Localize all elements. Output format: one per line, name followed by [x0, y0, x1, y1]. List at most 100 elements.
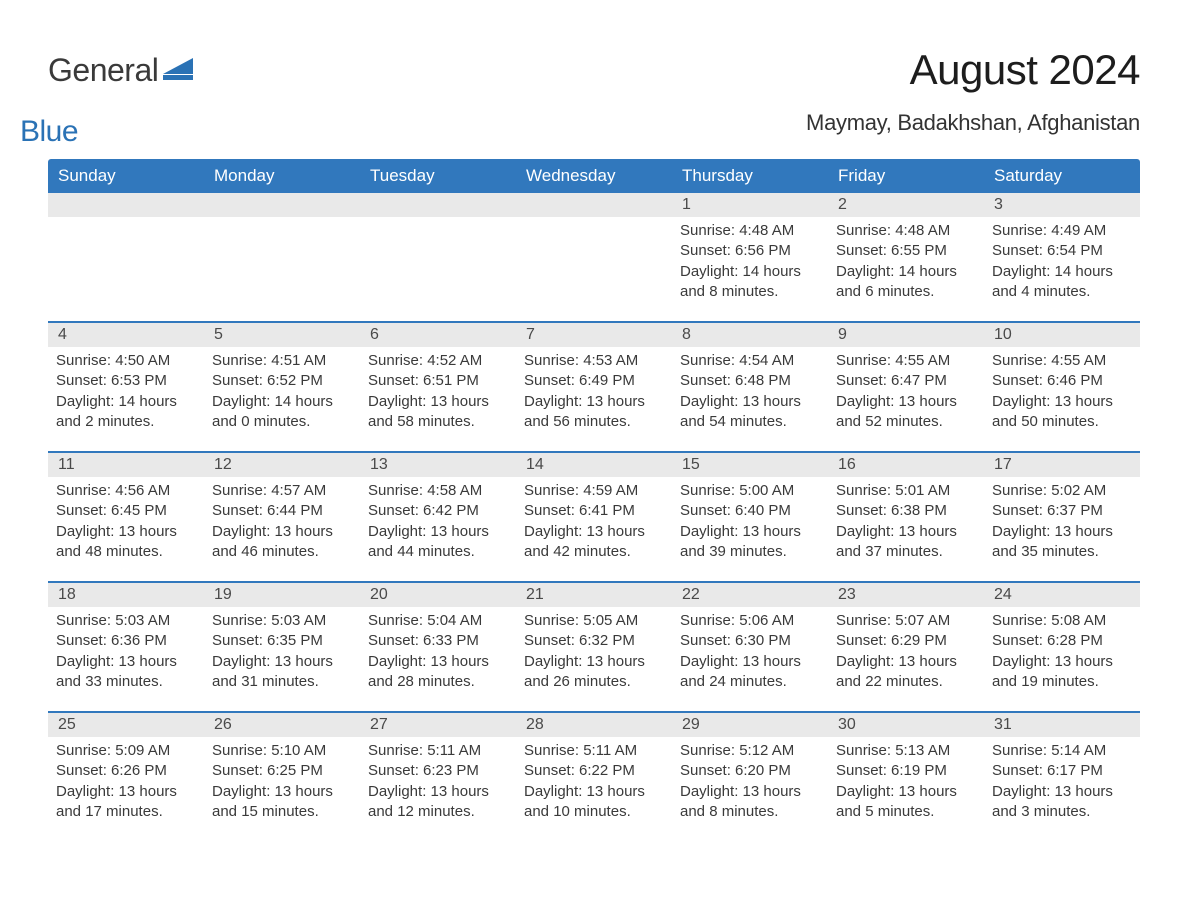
day-number: 27 — [360, 713, 516, 737]
sunrise-text: Sunrise: 4:59 AM — [524, 481, 664, 501]
day-cell: 17Sunrise: 5:02 AMSunset: 6:37 PMDayligh… — [984, 453, 1140, 581]
day-number: 19 — [204, 583, 360, 607]
daylight-text: Daylight: 13 hours and 22 minutes. — [836, 652, 976, 693]
day-header-saturday: Saturday — [984, 159, 1140, 193]
day-cell: 1Sunrise: 4:48 AMSunset: 6:56 PMDaylight… — [672, 193, 828, 321]
day-cell: 9Sunrise: 4:55 AMSunset: 6:47 PMDaylight… — [828, 323, 984, 451]
sunrise-text: Sunrise: 4:48 AM — [836, 221, 976, 241]
sunset-text: Sunset: 6:49 PM — [524, 371, 664, 391]
day-number: 20 — [360, 583, 516, 607]
logo: General Blue — [48, 46, 193, 149]
week-row: 18Sunrise: 5:03 AMSunset: 6:36 PMDayligh… — [48, 581, 1140, 711]
day-detail: Sunrise: 5:05 AMSunset: 6:32 PMDaylight:… — [524, 611, 664, 692]
day-number: 18 — [48, 583, 204, 607]
day-number: 13 — [360, 453, 516, 477]
sunset-text: Sunset: 6:36 PM — [56, 631, 196, 651]
daylight-text: Daylight: 13 hours and 46 minutes. — [212, 522, 352, 563]
sunset-text: Sunset: 6:55 PM — [836, 241, 976, 261]
sunset-text: Sunset: 6:56 PM — [680, 241, 820, 261]
day-detail: Sunrise: 5:08 AMSunset: 6:28 PMDaylight:… — [992, 611, 1132, 692]
sunset-text: Sunset: 6:45 PM — [56, 501, 196, 521]
day-cell: 27Sunrise: 5:11 AMSunset: 6:23 PMDayligh… — [360, 713, 516, 841]
day-detail: Sunrise: 4:50 AMSunset: 6:53 PMDaylight:… — [56, 351, 196, 432]
sunset-text: Sunset: 6:51 PM — [368, 371, 508, 391]
day-detail: Sunrise: 4:58 AMSunset: 6:42 PMDaylight:… — [368, 481, 508, 562]
header: General Blue August 2024 Maymay, Badakhs… — [48, 46, 1140, 149]
sunset-text: Sunset: 6:40 PM — [680, 501, 820, 521]
day-cell: 29Sunrise: 5:12 AMSunset: 6:20 PMDayligh… — [672, 713, 828, 841]
month-title: August 2024 — [806, 46, 1140, 94]
week-row: 25Sunrise: 5:09 AMSunset: 6:26 PMDayligh… — [48, 711, 1140, 841]
day-number: 23 — [828, 583, 984, 607]
day-cell: 22Sunrise: 5:06 AMSunset: 6:30 PMDayligh… — [672, 583, 828, 711]
day-cell: 11Sunrise: 4:56 AMSunset: 6:45 PMDayligh… — [48, 453, 204, 581]
daylight-text: Daylight: 13 hours and 28 minutes. — [368, 652, 508, 693]
sunrise-text: Sunrise: 5:04 AM — [368, 611, 508, 631]
sunrise-text: Sunrise: 5:08 AM — [992, 611, 1132, 631]
day-cell: 15Sunrise: 5:00 AMSunset: 6:40 PMDayligh… — [672, 453, 828, 581]
day-cell: 8 Sunrise: 4:54 AMSunset: 6:48 PMDaylight… — [672, 323, 828, 451]
sunset-text: Sunset: 6:28 PM — [992, 631, 1132, 651]
day-cell: 2Sunrise: 4:48 AMSunset: 6:55 PMDaylight… — [828, 193, 984, 321]
day-detail: Sunrise: 4:52 AMSunset: 6:51 PMDaylight:… — [368, 351, 508, 432]
day-number: 30 — [828, 713, 984, 737]
day-number: 10 — [984, 323, 1140, 347]
sunrise-text: Sunrise: 5:14 AM — [992, 741, 1132, 761]
day-number — [204, 193, 360, 217]
sunrise-text: Sunrise: 5:11 AM — [524, 741, 664, 761]
sunrise-text: Sunrise: 4:55 AM — [836, 351, 976, 371]
sunset-text: Sunset: 6:29 PM — [836, 631, 976, 651]
sunset-text: Sunset: 6:26 PM — [56, 761, 196, 781]
day-detail: Sunrise: 4:48 AMSunset: 6:56 PMDaylight:… — [680, 221, 820, 302]
sunrise-text: Sunrise: 4:48 AM — [680, 221, 820, 241]
day-number: 21 — [516, 583, 672, 607]
daylight-text: Daylight: 13 hours and 5 minutes. — [836, 782, 976, 823]
day-number: 24 — [984, 583, 1140, 607]
day-detail: Sunrise: 5:03 AMSunset: 6:36 PMDaylight:… — [56, 611, 196, 692]
day-number: 7 — [516, 323, 672, 347]
sunset-text: Sunset: 6:22 PM — [524, 761, 664, 781]
daylight-text: Daylight: 13 hours and 56 minutes. — [524, 392, 664, 433]
daylight-text: Daylight: 13 hours and 42 minutes. — [524, 522, 664, 563]
day-detail: Sunrise: 4:54 AMSunset: 6:48 PMDaylight:… — [680, 351, 820, 432]
logo-text-blue: Blue — [20, 115, 193, 149]
sunrise-text: Sunrise: 4:54 AM — [680, 351, 820, 371]
day-detail: Sunrise: 5:03 AMSunset: 6:35 PMDaylight:… — [212, 611, 352, 692]
day-number: 14 — [516, 453, 672, 477]
sunset-text: Sunset: 6:48 PM — [680, 371, 820, 391]
day-cell: 6Sunrise: 4:52 AMSunset: 6:51 PMDaylight… — [360, 323, 516, 451]
sunset-text: Sunset: 6:38 PM — [836, 501, 976, 521]
sunset-text: Sunset: 6:52 PM — [212, 371, 352, 391]
sunrise-text: Sunrise: 5:10 AM — [212, 741, 352, 761]
daylight-text: Daylight: 13 hours and 52 minutes. — [836, 392, 976, 433]
day-detail: Sunrise: 4:48 AMSunset: 6:55 PMDaylight:… — [836, 221, 976, 302]
week-row: 4Sunrise: 4:50 AMSunset: 6:53 PMDaylight… — [48, 321, 1140, 451]
day-header-row: Sunday Monday Tuesday Wednesday Thursday… — [48, 159, 1140, 193]
day-cell: 19 Sunrise: 5:03 AMSunset: 6:35 PMDayligh… — [204, 583, 360, 711]
sunrise-text: Sunrise: 5:13 AM — [836, 741, 976, 761]
day-number — [516, 193, 672, 217]
day-cell: 3Sunrise: 4:49 AMSunset: 6:54 PMDaylight… — [984, 193, 1140, 321]
location: Maymay, Badakhshan, Afghanistan — [806, 110, 1140, 136]
day-detail: Sunrise: 5:02 AMSunset: 6:37 PMDaylight:… — [992, 481, 1132, 562]
day-number — [360, 193, 516, 217]
sunset-text: Sunset: 6:46 PM — [992, 371, 1132, 391]
day-header-friday: Friday — [828, 159, 984, 193]
day-number: 8 — [672, 323, 828, 347]
daylight-text: Daylight: 14 hours and 8 minutes. — [680, 262, 820, 303]
sunrise-text: Sunrise: 4:53 AM — [524, 351, 664, 371]
daylight-text: Daylight: 13 hours and 19 minutes. — [992, 652, 1132, 693]
daylight-text: Daylight: 13 hours and 39 minutes. — [680, 522, 820, 563]
sunrise-text: Sunrise: 5:03 AM — [212, 611, 352, 631]
day-number: 3 — [984, 193, 1140, 217]
sunset-text: Sunset: 6:41 PM — [524, 501, 664, 521]
daylight-text: Daylight: 13 hours and 24 minutes. — [680, 652, 820, 693]
day-detail: Sunrise: 5:01 AMSunset: 6:38 PMDaylight:… — [836, 481, 976, 562]
sunrise-text: Sunrise: 5:09 AM — [56, 741, 196, 761]
day-header-sunday: Sunday — [48, 159, 204, 193]
day-cell: 10Sunrise: 4:55 AMSunset: 6:46 PMDayligh… — [984, 323, 1140, 451]
daylight-text: Daylight: 14 hours and 2 minutes. — [56, 392, 196, 433]
sunrise-text: Sunrise: 5:02 AM — [992, 481, 1132, 501]
sunrise-text: Sunrise: 4:55 AM — [992, 351, 1132, 371]
day-detail: Sunrise: 4:56 AMSunset: 6:45 PMDaylight:… — [56, 481, 196, 562]
